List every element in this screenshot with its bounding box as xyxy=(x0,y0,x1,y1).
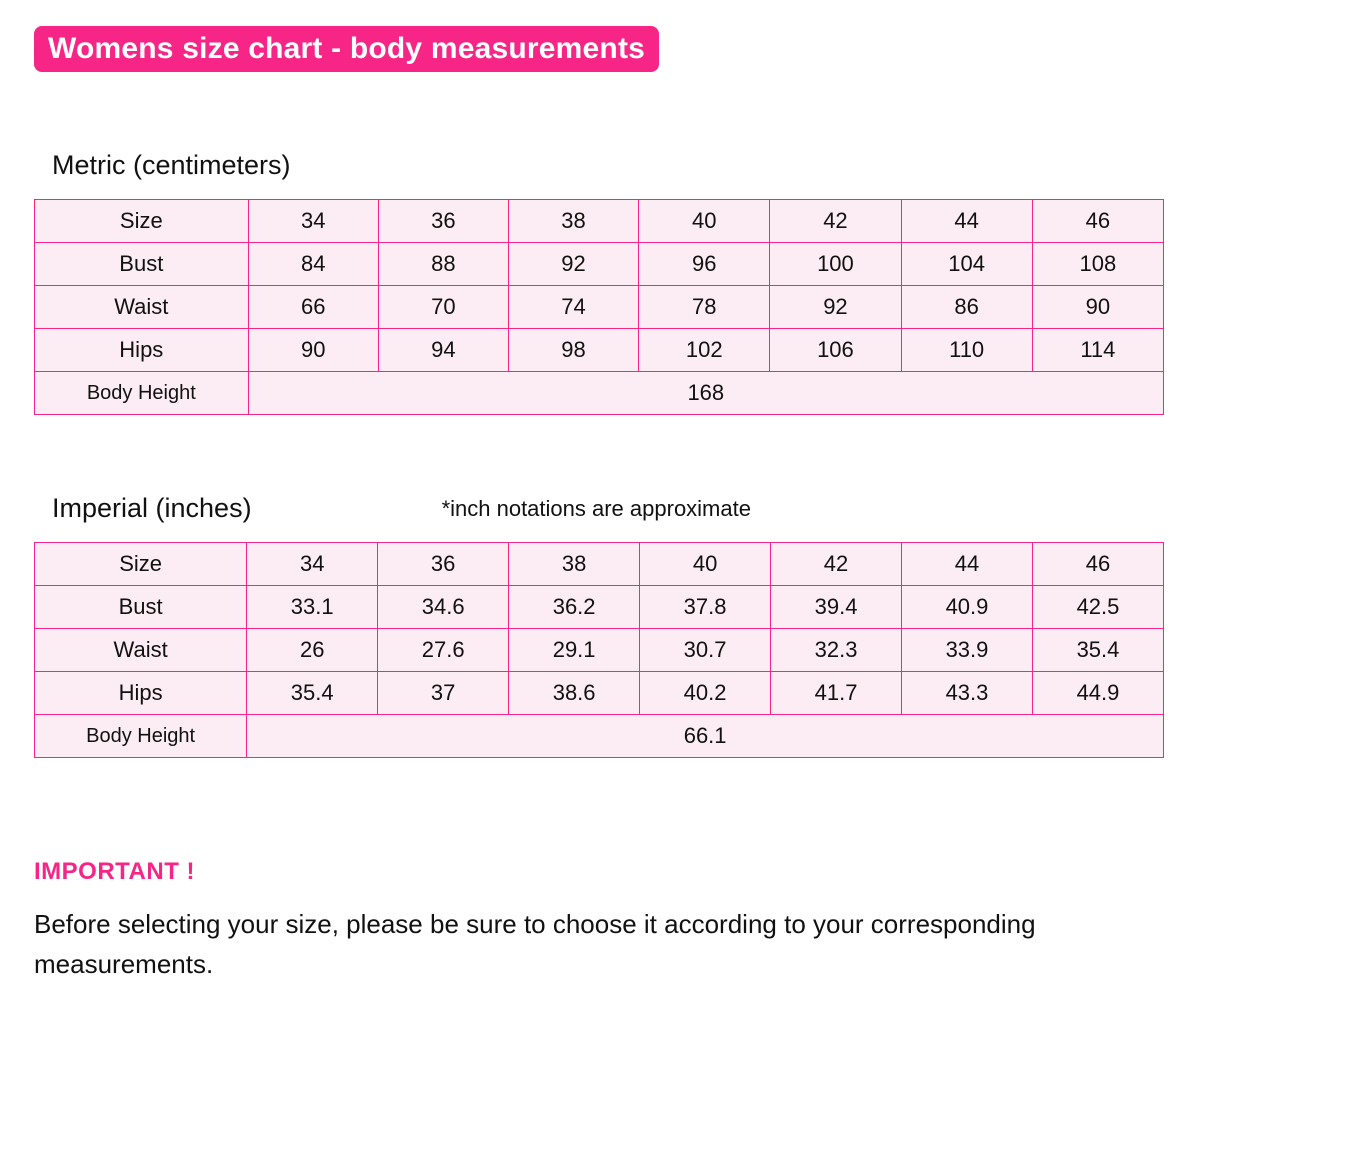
cell: 26 xyxy=(247,629,378,672)
cell: 44.9 xyxy=(1032,672,1163,715)
important-label: IMPORTANT ! xyxy=(34,858,1331,886)
imperial-heading-row: Imperial (inches) *inch notations are ap… xyxy=(52,493,1331,524)
cell: 30.7 xyxy=(640,629,771,672)
cell: 42 xyxy=(771,543,902,586)
approx-note: *inch notations are approximate xyxy=(442,496,751,522)
table-row: Hips 35.4 37 38.6 40.2 41.7 43.3 44.9 xyxy=(35,672,1164,715)
cell: 84 xyxy=(248,243,378,286)
cell: 42.5 xyxy=(1032,586,1163,629)
cell: 34 xyxy=(248,200,378,243)
cell: 40 xyxy=(640,543,771,586)
cell: 29.1 xyxy=(509,629,640,672)
cell: 40 xyxy=(639,200,770,243)
row-label: Hips xyxy=(35,672,247,715)
row-label: Size xyxy=(35,543,247,586)
cell: 38 xyxy=(509,543,640,586)
cell: 39.4 xyxy=(771,586,902,629)
cell: 27.6 xyxy=(378,629,509,672)
metric-table: Size 34 36 38 40 42 44 46 Bust 84 88 92 … xyxy=(34,199,1164,415)
cell: 100 xyxy=(770,243,901,286)
cell: 34 xyxy=(247,543,378,586)
imperial-heading: Imperial (inches) xyxy=(52,493,252,524)
cell: 46 xyxy=(1032,200,1163,243)
cell: 46 xyxy=(1032,543,1163,586)
cell: 94 xyxy=(378,329,508,372)
cell: 96 xyxy=(639,243,770,286)
metric-heading: Metric (centimeters) xyxy=(52,150,1331,181)
cell: 40.2 xyxy=(640,672,771,715)
row-label: Bust xyxy=(35,586,247,629)
cell: 35.4 xyxy=(1032,629,1163,672)
cell: 104 xyxy=(901,243,1032,286)
cell: 92 xyxy=(770,286,901,329)
cell: 36 xyxy=(378,200,508,243)
table-row: Size 34 36 38 40 42 44 46 xyxy=(35,543,1164,586)
cell: 33.1 xyxy=(247,586,378,629)
cell: 38.6 xyxy=(509,672,640,715)
cell: 38 xyxy=(508,200,638,243)
cell: 92 xyxy=(508,243,638,286)
page-title-banner: Womens size chart - body measurements xyxy=(34,26,659,72)
cell: 40.9 xyxy=(902,586,1033,629)
cell: 44 xyxy=(902,543,1033,586)
cell: 90 xyxy=(1032,286,1163,329)
cell: 66.1 xyxy=(247,715,1164,758)
cell: 98 xyxy=(508,329,638,372)
table-row: Waist 66 70 74 78 92 86 90 xyxy=(35,286,1164,329)
table-row: Body Height 168 xyxy=(35,372,1164,415)
cell: 70 xyxy=(378,286,508,329)
cell: 37.8 xyxy=(640,586,771,629)
cell: 78 xyxy=(639,286,770,329)
cell: 114 xyxy=(1032,329,1163,372)
cell: 32.3 xyxy=(771,629,902,672)
cell: 36 xyxy=(378,543,509,586)
table-row: Body Height 66.1 xyxy=(35,715,1164,758)
row-label: Waist xyxy=(35,286,249,329)
cell: 36.2 xyxy=(509,586,640,629)
cell: 88 xyxy=(378,243,508,286)
row-label: Hips xyxy=(35,329,249,372)
cell: 44 xyxy=(901,200,1032,243)
cell: 86 xyxy=(901,286,1032,329)
table-row: Waist 26 27.6 29.1 30.7 32.3 33.9 35.4 xyxy=(35,629,1164,672)
disclaimer-text: Before selecting your size, please be su… xyxy=(34,904,1084,985)
row-label: Body Height xyxy=(35,372,249,415)
cell: 74 xyxy=(508,286,638,329)
cell: 102 xyxy=(639,329,770,372)
cell: 106 xyxy=(770,329,901,372)
cell: 33.9 xyxy=(902,629,1033,672)
row-label: Body Height xyxy=(35,715,247,758)
cell: 34.6 xyxy=(378,586,509,629)
page-root: Womens size chart - body measurements Me… xyxy=(0,0,1365,1154)
cell: 110 xyxy=(901,329,1032,372)
imperial-table: Size 34 36 38 40 42 44 46 Bust 33.1 34.6… xyxy=(34,542,1164,758)
cell: 43.3 xyxy=(902,672,1033,715)
cell: 168 xyxy=(248,372,1163,415)
row-label: Bust xyxy=(35,243,249,286)
table-row: Bust 84 88 92 96 100 104 108 xyxy=(35,243,1164,286)
table-row: Hips 90 94 98 102 106 110 114 xyxy=(35,329,1164,372)
cell: 41.7 xyxy=(771,672,902,715)
cell: 35.4 xyxy=(247,672,378,715)
cell: 90 xyxy=(248,329,378,372)
cell: 66 xyxy=(248,286,378,329)
row-label: Waist xyxy=(35,629,247,672)
cell: 42 xyxy=(770,200,901,243)
table-row: Bust 33.1 34.6 36.2 37.8 39.4 40.9 42.5 xyxy=(35,586,1164,629)
row-label: Size xyxy=(35,200,249,243)
table-row: Size 34 36 38 40 42 44 46 xyxy=(35,200,1164,243)
cell: 37 xyxy=(378,672,509,715)
cell: 108 xyxy=(1032,243,1163,286)
